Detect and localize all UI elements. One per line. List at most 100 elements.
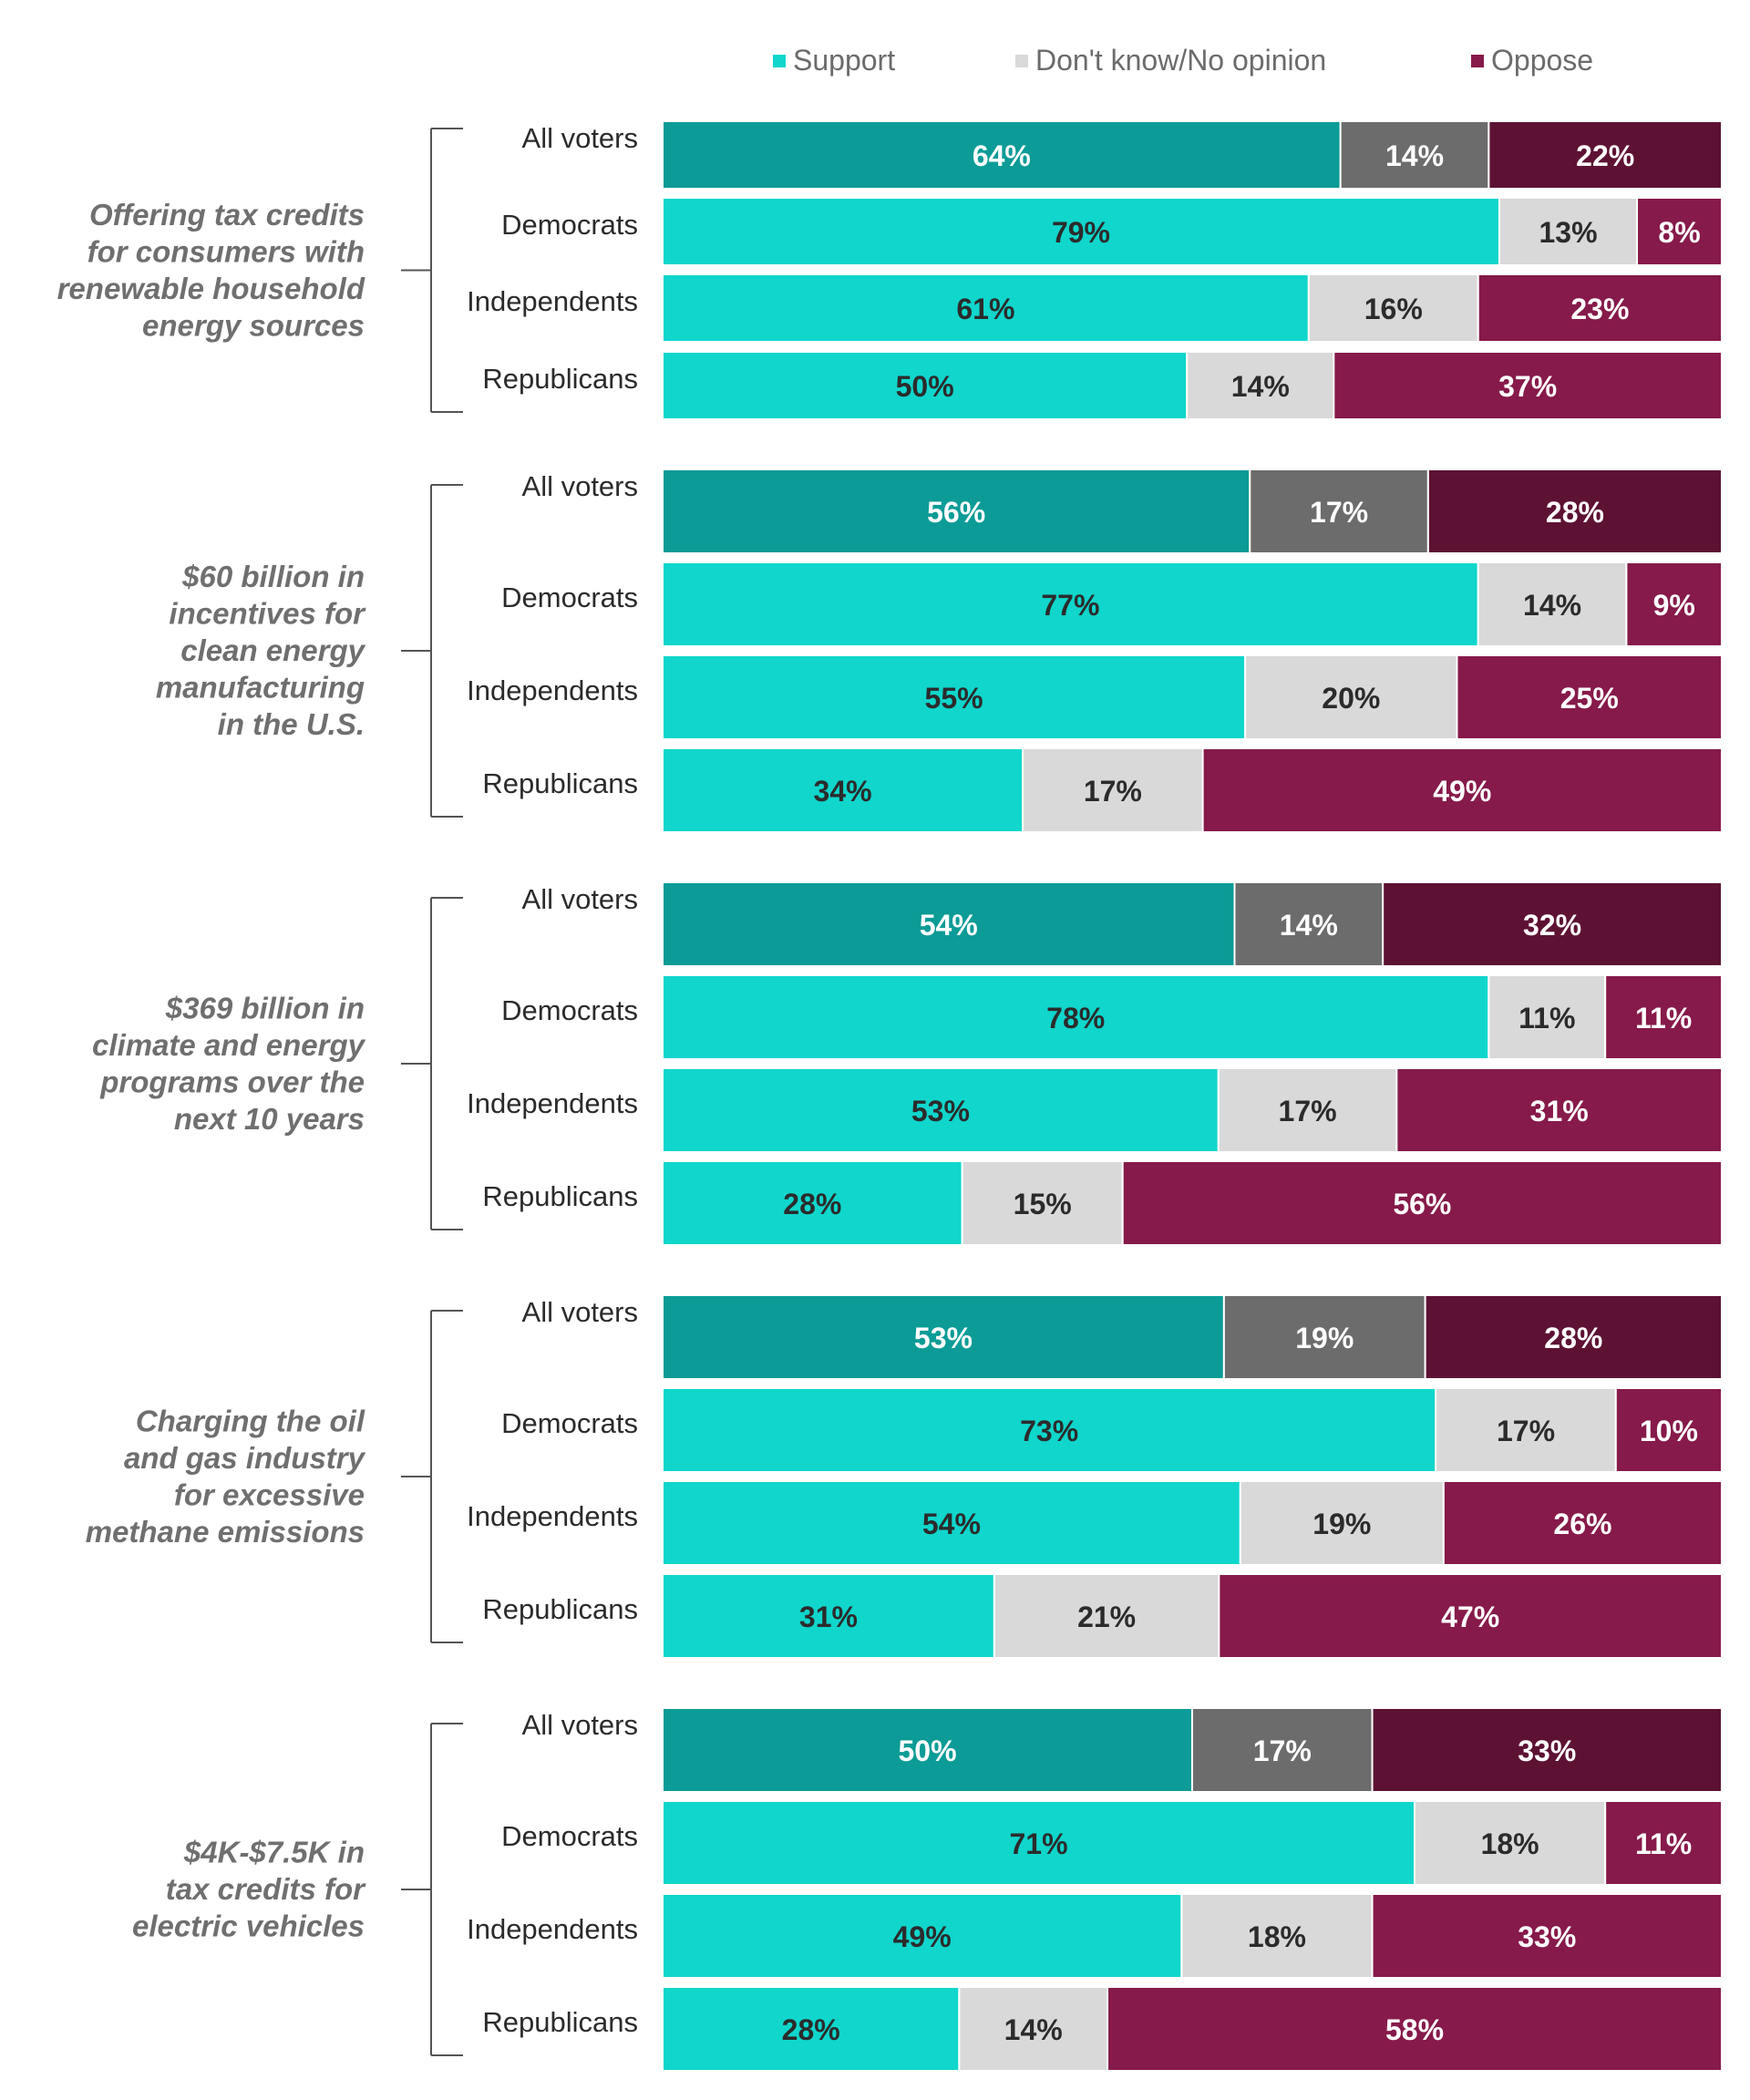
label-oppose: 9% bbox=[1653, 589, 1695, 622]
bar-support bbox=[662, 881, 1236, 967]
bar-dont-know bbox=[1488, 974, 1607, 1060]
label-support: 53% bbox=[914, 1322, 973, 1354]
label-support: 64% bbox=[973, 139, 1031, 172]
group-label: Independents bbox=[467, 1913, 638, 1945]
label-dont-know: 18% bbox=[1481, 1827, 1539, 1860]
label-oppose: 28% bbox=[1546, 496, 1604, 529]
bar-support bbox=[662, 561, 1479, 647]
bar-support bbox=[662, 468, 1251, 554]
question-label: next 10 years bbox=[174, 1102, 365, 1136]
group-label: Democrats bbox=[501, 994, 638, 1026]
label-oppose: 23% bbox=[1570, 293, 1629, 325]
question-label: and gas industry bbox=[124, 1441, 366, 1475]
bar-oppose bbox=[1456, 654, 1723, 740]
bar-support bbox=[662, 747, 1024, 833]
label-dont-know: 14% bbox=[1385, 139, 1444, 172]
question-label: methane emissions bbox=[86, 1515, 365, 1549]
label-oppose: 25% bbox=[1560, 682, 1619, 715]
group-label: Democrats bbox=[501, 209, 638, 241]
label-dont-know: 13% bbox=[1539, 216, 1597, 249]
bar-dont-know bbox=[1239, 1480, 1445, 1566]
bar-support bbox=[662, 1707, 1193, 1793]
label-dont-know: 21% bbox=[1077, 1601, 1136, 1633]
bar-support bbox=[662, 120, 1342, 190]
bar-support bbox=[662, 1893, 1183, 1979]
group-label: Independents bbox=[467, 285, 638, 317]
group-label: All voters bbox=[522, 883, 638, 915]
support-swatch-icon bbox=[773, 54, 786, 67]
bar-support bbox=[662, 974, 1490, 1060]
label-dont-know: 15% bbox=[1014, 1188, 1072, 1220]
group-label: All voters bbox=[522, 122, 638, 154]
legend-oppose-label: Oppose bbox=[1491, 44, 1594, 77]
group-label: Republicans bbox=[482, 1180, 638, 1212]
bar-oppose bbox=[1426, 468, 1723, 554]
bar-oppose bbox=[1604, 974, 1724, 1060]
label-support: 28% bbox=[783, 1188, 841, 1220]
legend-oppose: Oppose bbox=[1471, 44, 1593, 77]
label-oppose: 33% bbox=[1518, 1735, 1576, 1767]
label-dont-know: 18% bbox=[1248, 1920, 1306, 1953]
bar-oppose bbox=[1333, 351, 1723, 420]
legend-dont-know-label: Don't know/No opinion bbox=[1035, 44, 1327, 77]
group-label: Democrats bbox=[501, 1820, 638, 1852]
label-support: 78% bbox=[1046, 1002, 1105, 1035]
question-label: climate and energy bbox=[92, 1028, 366, 1062]
bar-oppose bbox=[1218, 1573, 1723, 1659]
label-oppose: 56% bbox=[1393, 1188, 1451, 1220]
bar-oppose bbox=[1121, 1160, 1723, 1246]
bar-oppose bbox=[1488, 120, 1723, 190]
group-label: Republicans bbox=[482, 363, 638, 395]
label-oppose: 11% bbox=[1635, 1002, 1692, 1035]
label-dont-know: 14% bbox=[1523, 589, 1581, 622]
group-label: Republicans bbox=[482, 1593, 638, 1625]
question-label: programs over the bbox=[99, 1065, 365, 1098]
label-support: 77% bbox=[1041, 589, 1099, 622]
bar-oppose bbox=[1604, 1800, 1724, 1886]
question-label: incentives for bbox=[169, 597, 366, 631]
dont-know-swatch-icon bbox=[1015, 54, 1028, 67]
bar-dont-know bbox=[961, 1160, 1124, 1246]
label-support: 50% bbox=[896, 370, 954, 403]
question-label: electric vehicles bbox=[132, 1910, 365, 1943]
label-oppose: 26% bbox=[1553, 1508, 1611, 1540]
bar-dont-know bbox=[1222, 1294, 1426, 1380]
label-support: 28% bbox=[782, 2013, 840, 2046]
bar-oppose bbox=[1636, 197, 1724, 266]
bar-support bbox=[662, 654, 1247, 740]
group-label: Independents bbox=[467, 1087, 638, 1119]
bar-oppose bbox=[1477, 273, 1723, 343]
bar-dont-know bbox=[993, 1573, 1220, 1659]
question-label: for consumers with bbox=[88, 234, 365, 268]
label-oppose: 47% bbox=[1441, 1601, 1499, 1633]
label-dont-know: 17% bbox=[1253, 1735, 1312, 1767]
question-label: $369 billion in bbox=[165, 991, 365, 1024]
label-dont-know: 19% bbox=[1312, 1508, 1371, 1540]
bar-support bbox=[662, 197, 1500, 266]
label-dont-know: 16% bbox=[1364, 293, 1423, 325]
bar-support bbox=[662, 1294, 1225, 1380]
bar-dont-know bbox=[1022, 747, 1204, 833]
bar-support bbox=[662, 1480, 1241, 1566]
question-label: Offering tax credits bbox=[89, 198, 365, 232]
label-dont-know: 14% bbox=[1004, 2013, 1063, 2046]
label-support: 73% bbox=[1020, 1415, 1078, 1447]
label-oppose: 31% bbox=[1530, 1095, 1589, 1127]
label-support: 54% bbox=[920, 909, 978, 942]
label-support: 34% bbox=[814, 775, 872, 808]
question-label: energy sources bbox=[142, 308, 365, 342]
label-dont-know: 17% bbox=[1084, 775, 1142, 808]
label-oppose: 28% bbox=[1544, 1322, 1602, 1354]
label-support: 50% bbox=[898, 1735, 956, 1767]
oppose-swatch-icon bbox=[1471, 54, 1484, 67]
bar-support bbox=[662, 1800, 1416, 1886]
bar-oppose bbox=[1625, 561, 1724, 647]
label-support: 71% bbox=[1009, 1827, 1067, 1860]
label-dont-know: 17% bbox=[1279, 1095, 1337, 1127]
legend-support: Support bbox=[773, 44, 895, 77]
bar-dont-know bbox=[1217, 1067, 1398, 1153]
label-oppose: 49% bbox=[1433, 775, 1491, 808]
bar-dont-know bbox=[1435, 1387, 1617, 1473]
bar-oppose bbox=[1442, 1480, 1723, 1566]
